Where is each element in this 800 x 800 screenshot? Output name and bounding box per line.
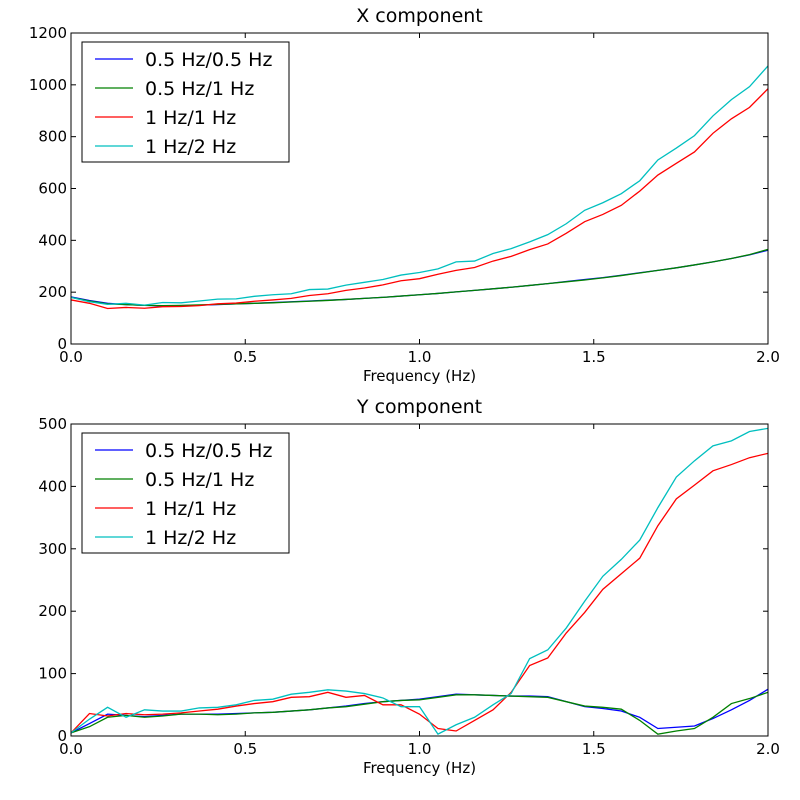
legend-entry: 1 Hz/1 Hz <box>145 107 236 129</box>
x-tick-label: 0.5 <box>233 348 257 366</box>
y-tick-label: 600 <box>38 180 67 198</box>
legend: 0.5 Hz/0.5 Hz 0.5 Hz/1 Hz 1 Hz/1 Hz 1 Hz/2 … <box>81 432 290 554</box>
legend-entry: 0.5 Hz/1 Hz <box>145 78 254 100</box>
y-tick-label: 1000 <box>29 76 67 94</box>
x-tick-label: 2.0 <box>756 740 780 758</box>
legend-entry: 0.5 Hz/0.5 Hz <box>145 49 272 71</box>
y-tick-label: 0 <box>57 335 67 353</box>
legend-entry: 1 Hz/2 Hz <box>145 527 236 549</box>
legend-box <box>81 432 290 554</box>
y-tick-label: 800 <box>38 128 67 146</box>
series-line-4 <box>71 65 768 306</box>
y-tick-label: 400 <box>38 231 67 249</box>
x-axis-label: Frequency (Hz) <box>363 759 476 777</box>
x-tick-label: 1.5 <box>582 348 606 366</box>
series-line-4 <box>71 427 768 735</box>
y-component-panel: Y component 0.0 0.5 1.0 1.5 2.0 0 100 200 300 400 5… <box>38 396 780 777</box>
legend-entry: 0.5 Hz/1 Hz <box>145 469 254 491</box>
y-tick-label: 300 <box>38 540 67 558</box>
chart-title: Y component <box>356 396 482 418</box>
series-line-2 <box>71 691 768 735</box>
legend-entry: 0.5 Hz/0.5 Hz <box>145 440 272 462</box>
y-tick-label: 1200 <box>29 24 67 42</box>
x-tick-label: 1.0 <box>408 348 432 366</box>
x-component-panel: X component 0.0 0.5 1.0 1.5 2.0 0 200 400 600 800 1… <box>29 5 780 385</box>
x-tick-label: 0.0 <box>59 740 83 758</box>
series-line-3 <box>71 452 768 734</box>
series-line-2 <box>71 248 768 307</box>
series-line-3 <box>71 88 768 310</box>
x-axis-label: Frequency (Hz) <box>363 367 476 385</box>
x-tick-label: 0.5 <box>233 740 257 758</box>
y-tick-label: 400 <box>38 477 67 495</box>
x-tick-label: 0.0 <box>59 348 83 366</box>
legend-box <box>81 41 290 163</box>
x-tick-label: 1.5 <box>582 740 606 758</box>
x-tick-label: 1.0 <box>408 740 432 758</box>
y-tick-label: 100 <box>38 665 67 683</box>
legend-entry: 1 Hz/2 Hz <box>145 136 236 158</box>
legend-entry: 1 Hz/1 Hz <box>145 498 236 520</box>
y-tick-label: 0 <box>57 727 67 745</box>
y-tick-label: 200 <box>38 283 67 301</box>
x-tick-label: 2.0 <box>756 348 780 366</box>
y-tick-label: 200 <box>38 602 67 620</box>
y-tick-label: 500 <box>38 415 67 433</box>
chart-title: X component <box>356 5 483 27</box>
legend: 0.5 Hz/0.5 Hz 0.5 Hz/1 Hz 1 Hz/1 Hz 1 Hz/2 … <box>81 41 290 163</box>
